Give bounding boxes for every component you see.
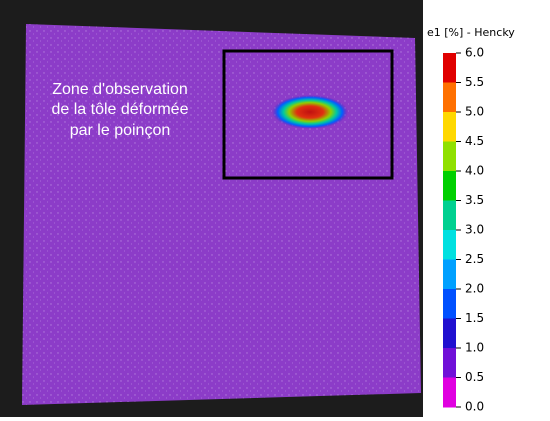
- annotation: par le poinçon: [70, 122, 171, 139]
- colorbar-band: [443, 53, 456, 83]
- colorbar-band: [443, 348, 456, 378]
- colorbar-tick-label: 3.5: [465, 193, 484, 207]
- observation-box: [222, 49, 394, 180]
- colorbar-band: [443, 259, 456, 290]
- colorbar-band: [443, 377, 456, 408]
- colorbar-tick-label: 4.0: [465, 164, 484, 178]
- annotation: de la tôle déformée: [52, 101, 189, 118]
- colorbar-band: [443, 112, 456, 142]
- colorbar-tick-label: 3.0: [465, 223, 484, 237]
- colorbar-band: [443, 318, 456, 349]
- colorbar-band: [443, 141, 456, 172]
- colorbar-band: [443, 289, 456, 319]
- colorbar-tick-label: 4.5: [465, 134, 484, 148]
- colorbar-tick-label: 1.5: [465, 311, 484, 325]
- colorbar-tick-label: 5.5: [465, 75, 484, 89]
- colorbar-tick-label: 0.5: [465, 370, 484, 384]
- colorbar-tick-label: 2.5: [465, 252, 484, 266]
- annotation: Zone d'observation: [52, 81, 188, 98]
- colorbar-tick-label: 6.0: [465, 46, 484, 60]
- colorbar-band: [443, 230, 456, 260]
- colorbar-band: [443, 171, 456, 201]
- strain-zone: [272, 95, 348, 129]
- colorbar-tick-label: 2.0: [465, 282, 484, 296]
- colorbar-band: [443, 82, 456, 113]
- colorbar-tick-label: 1.0: [465, 341, 484, 355]
- colorbar-band: [443, 200, 456, 231]
- colorbar-tick-label: 5.0: [465, 105, 484, 119]
- colorbar-tick-label: 0.0: [465, 400, 484, 414]
- colorbar-title: e1 [%] - Hencky: [427, 26, 515, 39]
